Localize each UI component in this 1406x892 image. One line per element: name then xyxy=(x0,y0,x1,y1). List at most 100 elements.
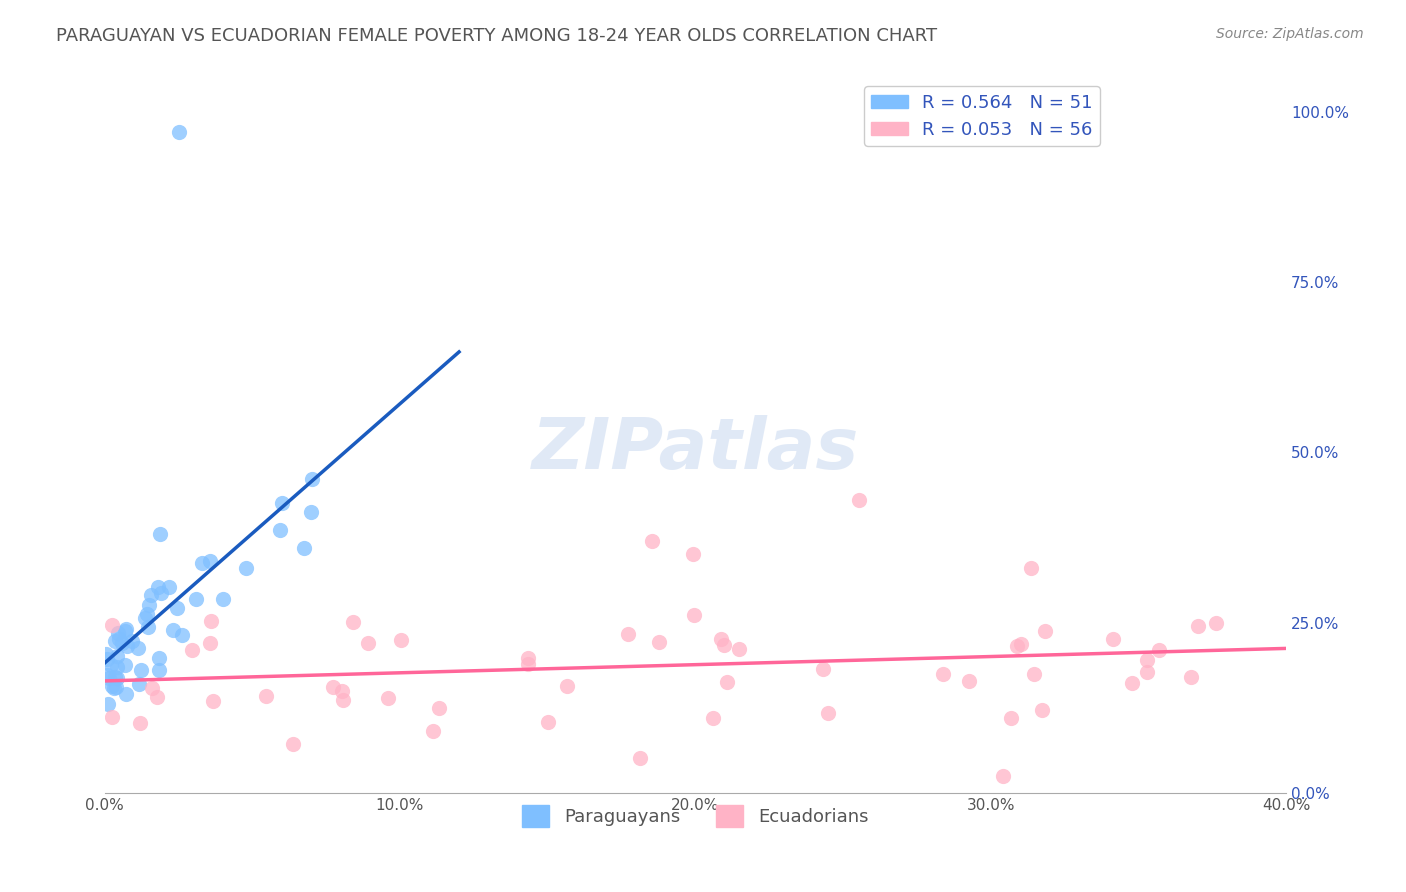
Point xyxy=(105,649,128,664)
Point xyxy=(1121,675,1143,690)
Point xyxy=(993,769,1015,783)
Point xyxy=(1033,624,1056,638)
Point xyxy=(628,751,651,765)
Point xyxy=(517,651,540,665)
Point xyxy=(104,634,127,648)
Point xyxy=(1180,670,1202,684)
Point xyxy=(1019,561,1042,575)
Point xyxy=(1136,665,1159,679)
Point xyxy=(107,626,129,640)
Point xyxy=(100,658,122,673)
Point xyxy=(716,675,738,690)
Point xyxy=(107,632,129,646)
Point xyxy=(114,624,136,639)
Point xyxy=(1147,643,1170,657)
Point xyxy=(127,641,149,656)
Point xyxy=(97,698,120,712)
Point xyxy=(148,650,170,665)
Point xyxy=(1007,639,1029,653)
Point xyxy=(115,688,138,702)
Point xyxy=(299,505,322,519)
Point xyxy=(682,607,704,622)
Point xyxy=(322,681,344,695)
Point xyxy=(184,592,207,607)
Point xyxy=(138,598,160,612)
Text: Source: ZipAtlas.com: Source: ZipAtlas.com xyxy=(1216,27,1364,41)
Point xyxy=(101,679,124,693)
Text: ZIPatlas: ZIPatlas xyxy=(531,415,859,484)
Point xyxy=(957,673,980,688)
Legend: Paraguayans, Ecuadorians: Paraguayans, Ecuadorians xyxy=(515,798,876,834)
Point xyxy=(1000,711,1022,725)
Point xyxy=(848,493,870,508)
Point xyxy=(292,541,315,556)
Point xyxy=(148,663,170,677)
Point xyxy=(517,657,540,671)
Point xyxy=(111,635,134,649)
Point xyxy=(1136,653,1159,667)
Point xyxy=(1031,703,1053,717)
Point xyxy=(641,534,664,549)
Point xyxy=(427,700,450,714)
Point xyxy=(128,676,150,690)
Point xyxy=(198,636,221,650)
Point xyxy=(149,586,172,600)
Point xyxy=(271,496,294,510)
Point xyxy=(1010,637,1032,651)
Point xyxy=(198,554,221,568)
Point xyxy=(389,633,412,648)
Point xyxy=(167,125,190,139)
Point xyxy=(96,667,118,681)
Point xyxy=(149,527,172,541)
Point xyxy=(134,611,156,625)
Point xyxy=(817,706,839,721)
Point xyxy=(682,547,704,561)
Point xyxy=(1022,667,1045,681)
Point xyxy=(710,632,733,646)
Point xyxy=(1205,615,1227,630)
Point xyxy=(377,691,399,706)
Point xyxy=(103,681,125,695)
Point xyxy=(114,658,136,673)
Point xyxy=(104,670,127,684)
Point xyxy=(269,524,291,538)
Point xyxy=(931,667,953,681)
Point xyxy=(1102,632,1125,647)
Point xyxy=(332,693,354,707)
Point xyxy=(617,627,640,641)
Point xyxy=(157,580,180,594)
Point xyxy=(136,607,159,622)
Point xyxy=(172,628,194,642)
Point xyxy=(713,638,735,652)
Point xyxy=(555,679,578,693)
Point xyxy=(202,694,225,708)
Point xyxy=(254,689,277,703)
Point xyxy=(101,710,124,724)
Point xyxy=(212,591,235,606)
Point xyxy=(191,557,214,571)
Point xyxy=(728,642,751,657)
Point xyxy=(136,620,159,634)
Point xyxy=(105,671,128,685)
Point xyxy=(162,623,184,637)
Point xyxy=(180,643,202,657)
Point xyxy=(129,716,152,731)
Point xyxy=(115,639,138,653)
Point xyxy=(96,652,118,666)
Point xyxy=(702,711,724,725)
Point xyxy=(422,724,444,739)
Point xyxy=(94,647,117,661)
Point xyxy=(121,633,143,648)
Point xyxy=(235,560,257,574)
Point xyxy=(301,472,323,486)
Point xyxy=(97,671,120,685)
Point xyxy=(146,580,169,594)
Point xyxy=(105,659,128,673)
Point xyxy=(104,680,127,694)
Point xyxy=(342,615,364,630)
Point xyxy=(115,622,138,636)
Point xyxy=(141,681,163,696)
Point xyxy=(537,715,560,730)
Point xyxy=(200,614,222,628)
Point xyxy=(101,618,124,632)
